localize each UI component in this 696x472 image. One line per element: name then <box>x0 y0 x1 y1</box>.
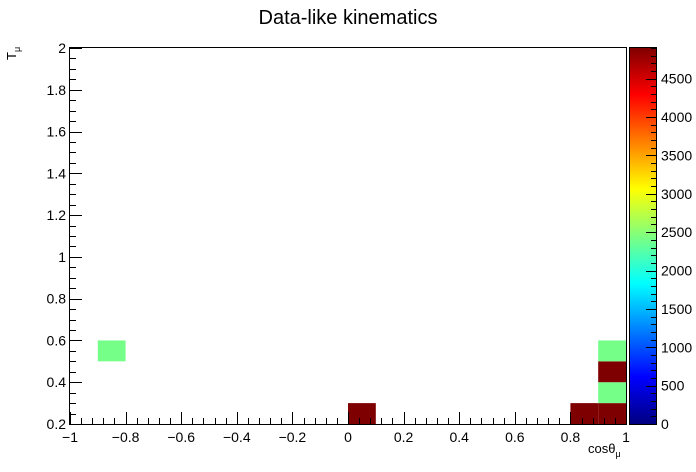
y-axis-ticks: 0.2 0.4 0.6 0.8 1 1.2 1.4 1.6 1.8 2 <box>47 40 82 432</box>
y-tick-label: 0.8 <box>47 291 67 307</box>
x-tick-label: 0.6 <box>505 429 525 445</box>
x-axis-ticks: −1 −0.8 −0.6 −0.4 −0.2 0 0.2 0.4 0.6 0.8 1 <box>62 412 630 445</box>
y-axis-label: Tμ <box>4 47 22 60</box>
y-tick-label: 0.4 <box>47 374 67 390</box>
x-tick-label: −1 <box>62 429 78 445</box>
y-tick-label: 1 <box>58 249 66 265</box>
x-tick-label: −0.6 <box>167 429 195 445</box>
x-tick-label: −0.8 <box>112 429 140 445</box>
colorbar-tick-label: 500 <box>661 378 685 394</box>
x-tick-label: 0.4 <box>449 429 469 445</box>
y-tick-label: 1.6 <box>47 124 67 140</box>
heatmap-cell <box>598 361 626 383</box>
heatmap-cell <box>348 403 376 424</box>
heatmap-cell <box>598 382 626 404</box>
colorbar-tick-label: 2000 <box>661 263 692 279</box>
y-tick-label: 0.6 <box>47 332 67 348</box>
colorbar-tick-label: 2500 <box>661 224 692 240</box>
colorbar-tick-label: 3500 <box>661 147 692 163</box>
colorbar-tick-label: 0 <box>661 416 669 432</box>
y-tick-label: 1.2 <box>47 207 67 223</box>
heatmap-cell <box>598 403 626 424</box>
colorbar <box>629 47 657 425</box>
x-tick-label: −0.2 <box>279 429 307 445</box>
chart-title: Data-like kinematics <box>259 7 438 29</box>
heatmap-cell <box>97 340 126 362</box>
heatmap-cell <box>570 403 599 424</box>
colorbar-ticks: 0 500 1000 1500 2000 2500 3000 3500 4000 4500 <box>646 48 692 432</box>
x-tick-label: 1 <box>622 429 630 445</box>
x-axis-label: cosθμ <box>588 441 621 459</box>
y-tick-label: 1.8 <box>47 82 67 98</box>
colorbar-tick-label: 4500 <box>661 71 692 87</box>
colorbar-tick-label: 1500 <box>661 301 692 317</box>
y-tick-label: 2 <box>58 40 66 56</box>
y-tick-label: 0.2 <box>47 416 67 432</box>
x-tick-label: −0.4 <box>223 429 251 445</box>
heatmap-cell <box>598 340 626 362</box>
x-tick-label: 0 <box>344 429 352 445</box>
colorbar-tick-label: 1000 <box>661 339 692 355</box>
colorbar-tick-label: 4000 <box>661 109 692 125</box>
colorbar-tick-label: 3000 <box>661 186 692 202</box>
y-tick-label: 1.4 <box>47 165 67 181</box>
x-tick-label: 0.2 <box>394 429 414 445</box>
heatmap-cells <box>97 340 626 424</box>
plot-frame <box>69 47 627 425</box>
x-tick-label: 0.8 <box>561 429 581 445</box>
